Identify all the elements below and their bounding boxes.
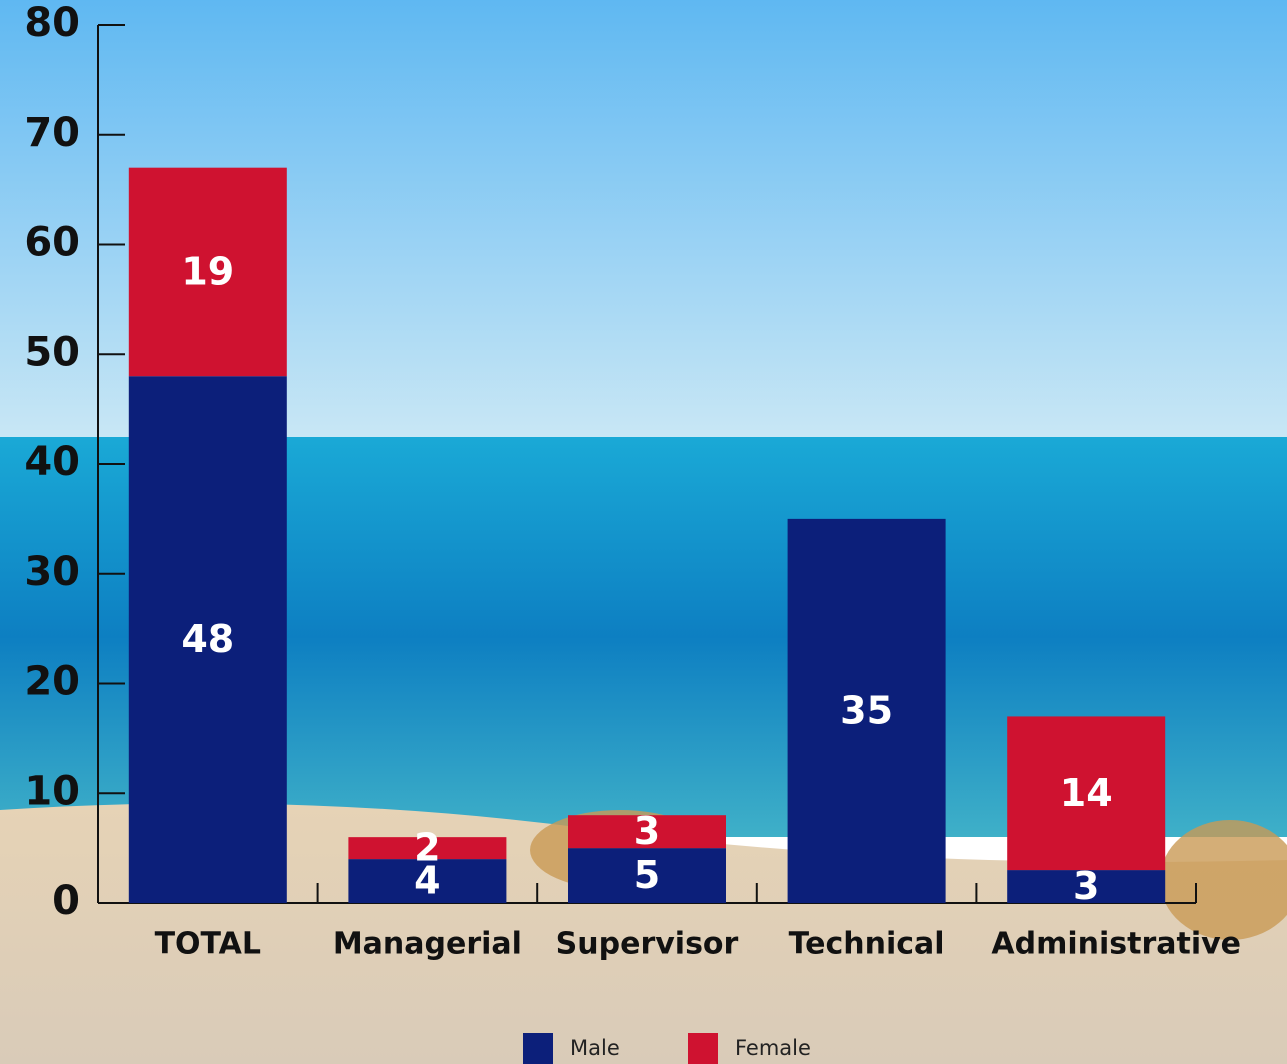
y-tick-label: 30 <box>24 549 80 595</box>
x-tick-label: Administrative <box>991 927 1241 962</box>
bar-segment <box>568 815 726 849</box>
data-label: 48 <box>181 617 234 661</box>
bar-segment <box>128 376 287 903</box>
x-tick-label: Technical <box>789 927 945 962</box>
data-label: 4 <box>414 859 440 903</box>
x-tick-label: TOTAL <box>155 927 261 962</box>
bar-segment <box>348 859 507 903</box>
bar-segment <box>1007 870 1166 903</box>
y-tick-label: 20 <box>24 659 80 705</box>
data-label: 2 <box>414 826 440 870</box>
data-label: 35 <box>840 688 893 732</box>
y-tick-label: 80 <box>24 0 80 46</box>
data-label: 3 <box>634 809 660 853</box>
data-label: 5 <box>634 853 660 897</box>
y-tick-label: 40 <box>24 439 80 485</box>
bar-segment <box>1007 716 1166 871</box>
legend-swatch <box>688 1033 718 1064</box>
data-label: 14 <box>1060 771 1113 815</box>
bar-segment <box>568 848 726 903</box>
bar-segment <box>128 167 287 377</box>
y-tick-label: 60 <box>24 220 80 266</box>
y-tick-label: 50 <box>24 329 80 375</box>
x-tick-label: Managerial <box>333 927 522 962</box>
data-label: 3 <box>1073 864 1099 908</box>
y-tick-label: 0 <box>52 878 80 924</box>
bar-segment <box>787 518 946 903</box>
legend-swatch <box>523 1033 553 1064</box>
bar-segment <box>348 837 507 860</box>
y-tick-label: 70 <box>24 110 80 156</box>
data-label: 19 <box>181 249 234 293</box>
legend-label: Male <box>570 1036 620 1060</box>
legend-label: Female <box>735 1036 811 1060</box>
x-tick-label: Supervisor <box>556 927 739 962</box>
y-tick-label: 10 <box>24 768 80 814</box>
